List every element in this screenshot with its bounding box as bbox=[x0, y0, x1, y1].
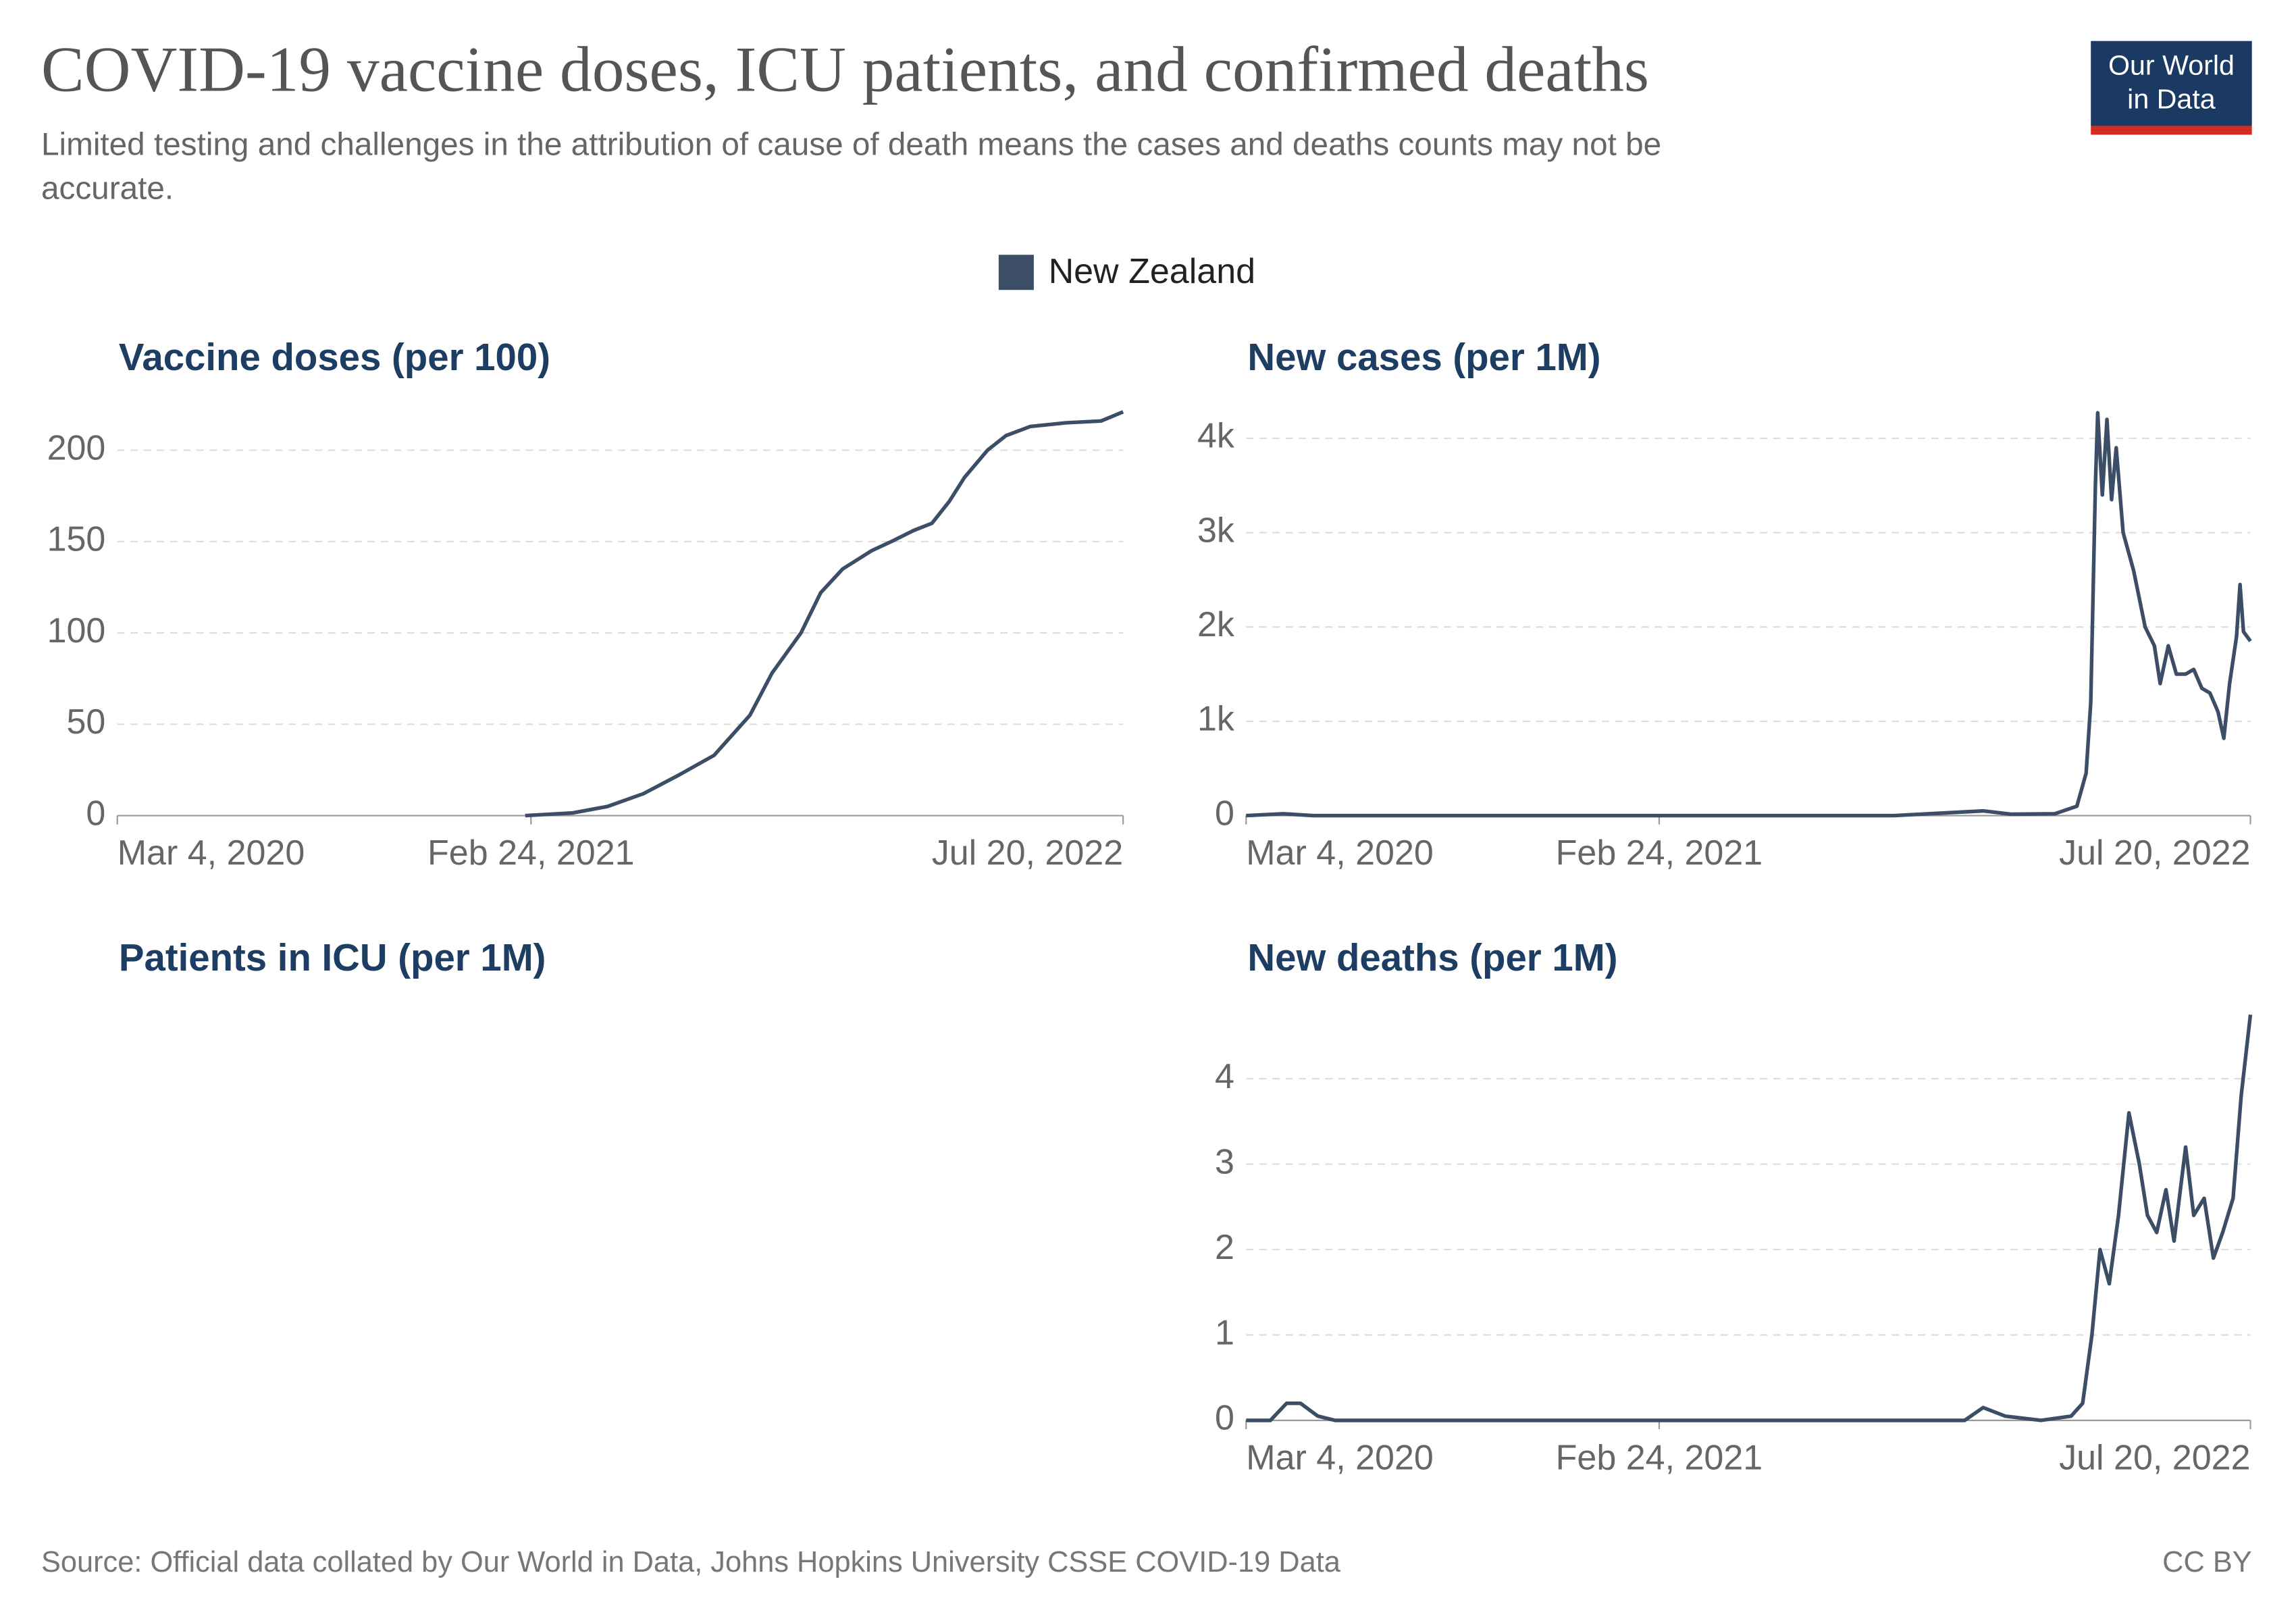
y-tick-label: 50 bbox=[67, 702, 106, 742]
data-line bbox=[1246, 1014, 2253, 1422]
y-tick-label: 200 bbox=[47, 428, 106, 467]
x-tick-label: Mar 4, 2020 bbox=[1246, 1438, 1434, 1477]
logo-bar bbox=[2091, 126, 2252, 135]
x-tick-label: Jul 20, 2022 bbox=[2059, 1438, 2250, 1477]
y-tick-label: 4k bbox=[1197, 417, 1235, 456]
panel-title: New deaths (per 1M) bbox=[1247, 936, 1617, 979]
license: CC BY bbox=[2162, 1546, 2252, 1578]
y-tick-label: 2 bbox=[1215, 1228, 1234, 1267]
data-line bbox=[525, 410, 1124, 818]
y-tick-label: 1k bbox=[1197, 700, 1235, 739]
x-tick-label: Jul 20, 2022 bbox=[932, 833, 1123, 873]
legend-label: New Zealand bbox=[1049, 252, 1255, 291]
source: Source: Official data collated by Our Wo… bbox=[41, 1546, 1341, 1578]
panel-title: Patients in ICU (per 1M) bbox=[119, 936, 546, 979]
y-tick-label: 3 bbox=[1215, 1142, 1234, 1181]
logo-box bbox=[2091, 41, 2252, 126]
y-tick-label: 150 bbox=[47, 520, 106, 559]
y-tick-label: 0 bbox=[1215, 794, 1234, 833]
logo-text: Our World bbox=[2108, 50, 2235, 81]
y-tick-label: 2k bbox=[1197, 605, 1235, 644]
x-tick-label: Feb 24, 2021 bbox=[1556, 833, 1763, 873]
y-tick-label: 100 bbox=[47, 611, 106, 650]
legend-swatch bbox=[998, 255, 1034, 290]
y-tick-label: 4 bbox=[1215, 1057, 1234, 1096]
x-tick-label: Feb 24, 2021 bbox=[1556, 1438, 1763, 1477]
y-tick-label: 0 bbox=[1215, 1399, 1234, 1438]
title: COVID-19 vaccine doses, ICU patients, an… bbox=[41, 34, 1649, 105]
y-tick-label: 3k bbox=[1197, 511, 1235, 550]
logo-text: in Data bbox=[2127, 83, 2216, 114]
data-line bbox=[1246, 411, 2252, 818]
x-tick-label: Jul 20, 2022 bbox=[2059, 833, 2250, 873]
x-tick-label: Mar 4, 2020 bbox=[118, 833, 305, 873]
subtitle: Limited testing and challenges in the at… bbox=[41, 126, 1661, 162]
subtitle: accurate. bbox=[41, 170, 174, 206]
y-tick-label: 0 bbox=[86, 794, 105, 833]
y-tick-label: 1 bbox=[1215, 1313, 1234, 1352]
panel-title: New cases (per 1M) bbox=[1247, 336, 1600, 378]
x-tick-label: Feb 24, 2021 bbox=[427, 833, 635, 873]
x-tick-label: Mar 4, 2020 bbox=[1246, 833, 1434, 873]
panel-title: Vaccine doses (per 100) bbox=[119, 336, 550, 378]
